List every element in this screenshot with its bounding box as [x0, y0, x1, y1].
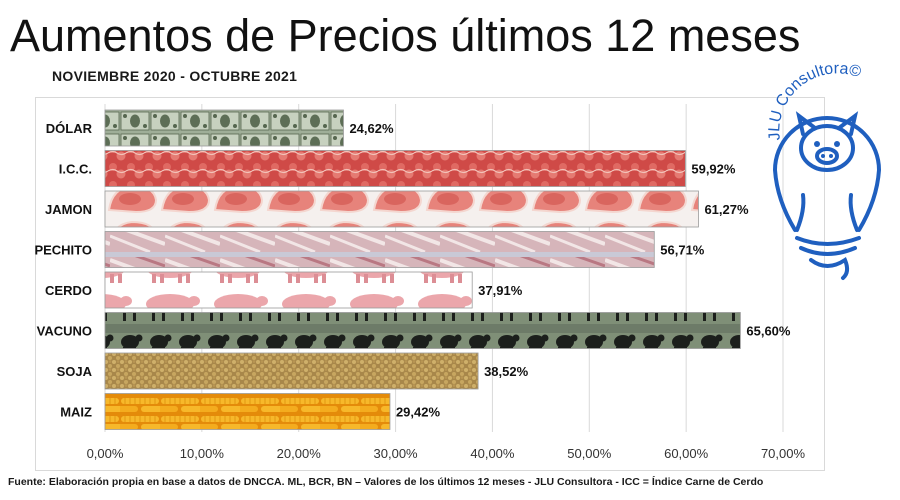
- value-label: 38,52%: [484, 364, 529, 379]
- category-label: VACUNO: [37, 324, 92, 339]
- bar-pork-meat: [104, 150, 686, 187]
- bars: [104, 109, 741, 430]
- bar-corn: [104, 393, 391, 430]
- value-label: 61,27%: [704, 202, 749, 217]
- pig-face-details: [814, 141, 840, 158]
- x-tick-label: 40,00%: [470, 446, 515, 461]
- category-label: I.C.C.: [59, 162, 92, 177]
- x-tick-label: 60,00%: [664, 446, 709, 461]
- x-tick-label: 20,00%: [277, 446, 322, 461]
- lightbulb-pig-icon: [772, 111, 882, 280]
- x-tick-label: 10,00%: [180, 446, 225, 461]
- x-tick-label: 30,00%: [374, 446, 419, 461]
- jlu-consultora-logo: JLU Consultora©: [766, 60, 882, 280]
- bar-dollar-bills: [104, 109, 344, 147]
- value-label: 24,62%: [349, 121, 394, 136]
- value-label: 56,71%: [660, 243, 705, 258]
- bar-cattle: [104, 312, 741, 349]
- chart-subtitle: NOVIEMBRE 2020 - OCTUBRE 2021: [52, 68, 298, 84]
- bar-ribs: [104, 231, 655, 268]
- source-note: Fuente: Elaboración propia en base a dat…: [8, 476, 764, 488]
- value-label: 65,60%: [746, 324, 791, 339]
- x-tick-label: 50,00%: [567, 446, 612, 461]
- category-label: SOJA: [57, 364, 93, 379]
- bar-soybeans: [104, 352, 479, 390]
- category-label: JAMON: [45, 202, 92, 217]
- labels: 0,00% 10,00% 20,00% 30,00% 40,00% 50,00% 60,00…: [34, 121, 805, 461]
- category-label: PECHITO: [34, 243, 92, 258]
- category-label: DÓLAR: [46, 121, 93, 136]
- plot-area: [35, 97, 825, 471]
- x-tick-label: 0,00%: [87, 446, 124, 461]
- value-label: 59,92%: [691, 162, 736, 177]
- bar-ham-slices: [104, 190, 699, 228]
- x-tick-label: 70,00%: [761, 446, 806, 461]
- value-label: 37,91%: [478, 283, 523, 298]
- bar-pig: [104, 271, 473, 309]
- value-label: 29,42%: [396, 405, 441, 420]
- category-label: MAIZ: [60, 405, 92, 420]
- category-label: CERDO: [45, 283, 92, 298]
- chart-title: Aumentos de Precios últimos 12 meses: [10, 10, 801, 61]
